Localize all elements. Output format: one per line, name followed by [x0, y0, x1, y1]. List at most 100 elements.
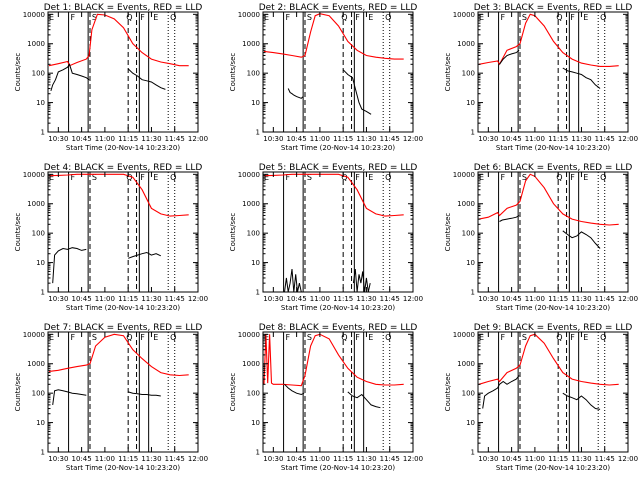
x-tick-label: 10:30: [478, 455, 498, 463]
x-axis-label: Start Time (20-Nov-14 10:23:20): [66, 304, 180, 312]
panel-title: Det 6: BLACK = Events, RED = LLD: [474, 163, 633, 173]
events-series-line: [482, 375, 520, 409]
events-series-line: [499, 49, 520, 65]
x-tick-label: 12:00: [403, 295, 423, 303]
marker-letter: F: [70, 13, 75, 22]
events-series-line: [352, 269, 371, 292]
y-axis-label: Counts/sec: [14, 213, 22, 252]
x-tick-label: 12:00: [188, 135, 208, 143]
x-tick-label: 11:45: [165, 295, 185, 303]
y-tick-label: 1: [256, 289, 260, 297]
panel-title: Det 3: BLACK = Events, RED = LLD: [474, 3, 633, 13]
y-tick-label: 1000: [242, 200, 260, 208]
events-series-line: [342, 69, 372, 115]
y-tick-label: 10: [466, 259, 475, 267]
y-axis-label: Counts/sec: [444, 53, 452, 92]
y-tick-label: 100: [462, 70, 475, 78]
y-axis-label: Counts/sec: [14, 53, 22, 92]
x-tick-label: 11:15: [548, 295, 568, 303]
x-tick-label: 12:00: [403, 455, 423, 463]
x-tick-label: 11:15: [333, 135, 353, 143]
marker-letter: F: [500, 333, 505, 342]
x-tick-label: 11:15: [118, 295, 138, 303]
y-tick-label: 10000: [238, 171, 260, 179]
events-series-line: [562, 67, 601, 89]
marker-letter: Q: [385, 13, 391, 22]
x-tick-label: 10:45: [72, 455, 92, 463]
marker-letter: E: [368, 333, 373, 342]
panel-title: Det 7: BLACK = Events, RED = LLD: [44, 323, 203, 333]
plot-frame: [477, 331, 629, 453]
marker-letter: E: [479, 333, 484, 342]
x-tick-label: 10:45: [72, 135, 92, 143]
x-axis-label: Start Time (20-Nov-14 10:23:20): [496, 304, 610, 312]
y-tick-label: 100: [32, 70, 45, 78]
y-tick-label: 1: [471, 289, 475, 297]
series-group: [48, 333, 189, 405]
x-tick-label: 10:45: [287, 135, 307, 143]
events-series-line: [52, 389, 87, 405]
plot-frame: [47, 11, 199, 133]
marker-letter: F: [140, 173, 145, 182]
x-tick-label: 10:30: [48, 455, 68, 463]
x-tick-label: 11:00: [95, 455, 115, 463]
y-tick-label: 1: [256, 129, 260, 137]
marker-letter: E: [479, 173, 484, 182]
marker-letter: F: [140, 13, 145, 22]
marker-letter: E: [153, 173, 158, 182]
marker-letter: F: [285, 333, 290, 342]
events-series-line: [347, 391, 381, 409]
y-tick-label: 10: [251, 259, 260, 267]
y-tick-label: 10000: [23, 11, 45, 19]
marker-letter: Q: [385, 173, 391, 182]
marker-letter: F: [355, 173, 360, 182]
marker-letter: E: [583, 13, 588, 22]
x-tick-label: 10:45: [287, 295, 307, 303]
marker-letter: E: [368, 173, 373, 182]
marker-letter: F: [570, 13, 575, 22]
plot-frame: [47, 331, 199, 453]
x-tick-label: 11:00: [525, 295, 545, 303]
marker-letter: Q: [600, 13, 606, 22]
marker-letter: F: [70, 173, 75, 182]
y-tick-label: 10000: [453, 11, 475, 19]
marker-letter: E: [153, 333, 158, 342]
marker-letter: Q: [126, 173, 132, 182]
x-tick-label: 11:45: [595, 295, 615, 303]
lld-series-line: [48, 333, 189, 377]
y-tick-label: 1: [41, 289, 45, 297]
plot-frame: [477, 11, 629, 133]
x-tick-label: 12:00: [188, 455, 208, 463]
x-tick-label: 10:30: [263, 135, 283, 143]
y-tick-label: 10: [36, 259, 45, 267]
x-axis-label: Start Time (20-Nov-14 10:23:20): [496, 464, 610, 472]
series-group: [263, 173, 404, 292]
marker-letter: F: [140, 333, 145, 342]
y-tick-label: 1: [256, 449, 260, 457]
x-tick-label: 12:00: [618, 295, 638, 303]
y-tick-label: 100: [32, 390, 45, 398]
x-tick-label: 11:30: [141, 295, 161, 303]
y-tick-label: 1: [41, 129, 45, 137]
x-tick-label: 11:45: [380, 455, 400, 463]
plot-frame: [477, 171, 629, 293]
y-tick-label: 10000: [23, 171, 45, 179]
marker-letter: E: [583, 173, 588, 182]
panel-title: Det 1: BLACK = Events, RED = LLD: [44, 3, 203, 13]
marker-letter: Q: [170, 333, 176, 342]
panel-title: Det 8: BLACK = Events, RED = LLD: [259, 323, 418, 333]
events-series-line: [499, 215, 520, 222]
x-tick-label: 10:45: [502, 455, 522, 463]
y-tick-label: 10000: [238, 331, 260, 339]
lld-series-line: [263, 13, 404, 60]
marker-letter: E: [49, 173, 54, 182]
x-tick-label: 11:30: [141, 135, 161, 143]
lld-series-line: [48, 173, 189, 217]
y-tick-label: 1000: [27, 360, 45, 368]
y-tick-label: 1: [471, 129, 475, 137]
x-tick-label: 11:30: [571, 455, 591, 463]
